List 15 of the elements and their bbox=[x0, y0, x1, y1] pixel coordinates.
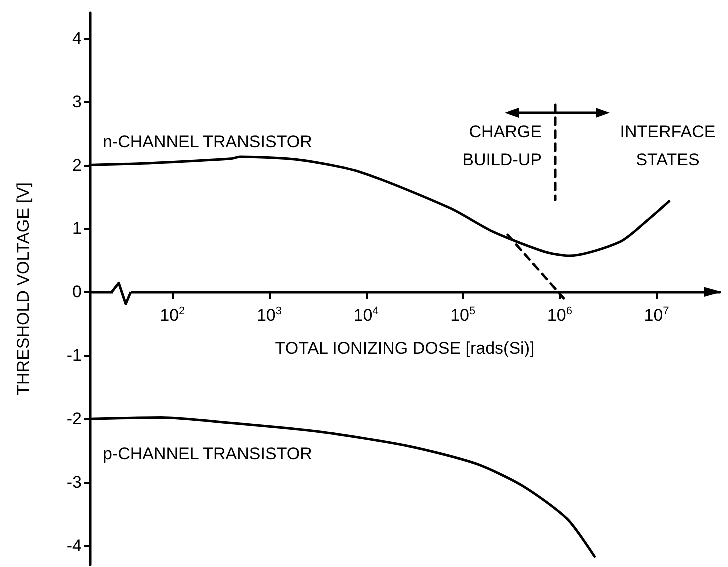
x-axis-title: TOTAL IONIZING DOSE [rads(Si)] bbox=[275, 339, 535, 358]
y-tick-label: 4 bbox=[72, 28, 82, 48]
y-tick-label: -3 bbox=[66, 473, 82, 492]
y-tick-label: 2 bbox=[72, 156, 82, 175]
series-label: p-CHANNEL TRANSISTOR bbox=[103, 444, 312, 464]
y-tick-label: 0 bbox=[72, 282, 82, 302]
annotation: INTERFACE STATES bbox=[620, 122, 716, 170]
y-tick-label: -2 bbox=[66, 410, 82, 429]
y-tick-label: -4 bbox=[66, 536, 82, 556]
y-tick-label: -1 bbox=[66, 346, 82, 366]
y-axis-title: THRESHOLD VOLTAGE [V] bbox=[14, 182, 33, 396]
annotation: CHARGE BUILD-UP bbox=[462, 122, 542, 170]
y-tick-label: 1 bbox=[72, 219, 82, 238]
y-tick-label: 3 bbox=[72, 92, 82, 112]
series-label: n-CHANNEL TRANSISTOR bbox=[103, 132, 312, 152]
